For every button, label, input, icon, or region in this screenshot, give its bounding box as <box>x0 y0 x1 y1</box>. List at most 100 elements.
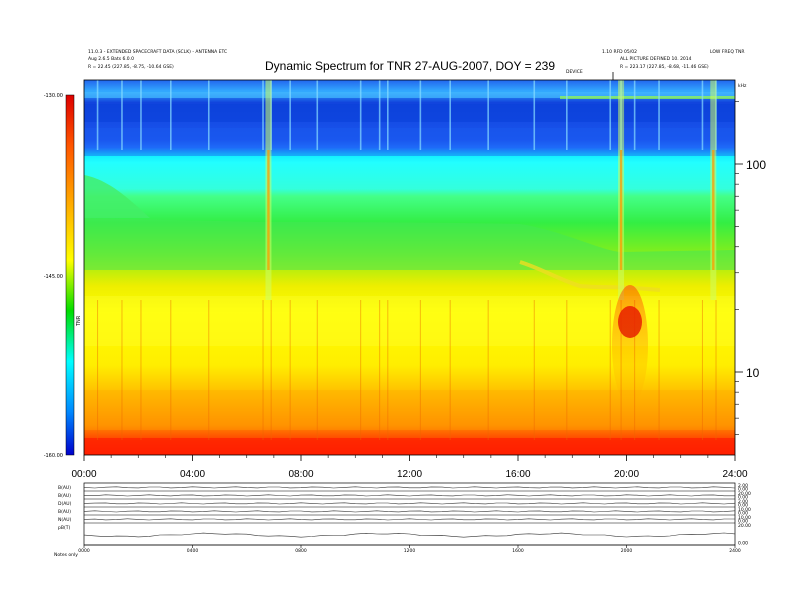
striation-lower <box>533 300 535 440</box>
panel-label: B(AU) <box>58 485 71 491</box>
panel-label: B(AU) <box>58 509 71 515</box>
lower-x-tick-label: 0400 <box>187 548 199 554</box>
header-left-line1: 11.0.3 - EXTENDED SPACECRAFT DATA (SCLK)… <box>88 49 227 55</box>
burst-core <box>267 150 270 270</box>
panel-right-tick: 20.00 <box>738 523 751 529</box>
striation-upper <box>121 80 123 150</box>
x-tick-label: 00:00 <box>71 469 96 480</box>
striation-lower <box>487 300 489 440</box>
panel-stack: B(AU) 2.000.00B(AU) 20.000.00D(AU) 2.000.00… <box>58 483 751 547</box>
storm-halo <box>612 285 648 405</box>
panel-right-tick: 2.00 <box>738 483 748 489</box>
panel-right-tick: 0.00 <box>738 487 748 493</box>
striation-lower <box>701 300 703 440</box>
panel-right-tick: 0.00 <box>738 495 748 501</box>
striation-lower <box>419 300 421 440</box>
panel-trace <box>83 532 736 538</box>
striation-lower <box>270 300 272 440</box>
spectrogram <box>84 80 735 455</box>
x-tick-label: 20:00 <box>614 469 639 480</box>
striation-lower <box>715 300 717 440</box>
header-left-line3: R = 22.45 (227.85, -8.75, -10.64 GSE) <box>88 64 174 70</box>
striation-upper <box>359 80 362 150</box>
panel-right-tick: 0.00 <box>738 511 748 517</box>
x-axis: 00:00 04:00 08:00 12:00 16:00 20:00 24:00 <box>71 455 748 480</box>
striation-lower <box>121 300 123 440</box>
striation-lower <box>97 300 99 440</box>
striation-lower <box>360 300 362 440</box>
page-title: Dynamic Spectrum for TNR 27-AUG-2007, DO… <box>265 59 555 73</box>
event-label: DEVICE <box>566 69 583 75</box>
burst-core <box>712 150 715 270</box>
striation-upper <box>566 80 568 150</box>
striation-upper <box>533 80 536 150</box>
striation-upper <box>140 80 142 150</box>
top-emission-band <box>84 92 735 98</box>
striation-upper <box>262 80 264 150</box>
striation-lower <box>170 300 172 440</box>
early-green-region <box>84 175 150 218</box>
panel-label: N(AU) <box>58 517 71 523</box>
panel-trace <box>83 518 735 521</box>
panel-label: pB(T) <box>58 525 70 531</box>
lower-x-tick-label: 2400 <box>729 548 741 554</box>
x-tick-label: 24:00 <box>722 469 747 480</box>
burst-core <box>619 150 623 270</box>
striation-lower <box>140 300 142 440</box>
header-right-corner: LOW FREQ TNR <box>710 49 745 55</box>
striation-lower <box>387 300 389 440</box>
panel-right-tick: 2.00 <box>738 499 748 505</box>
panel-trace <box>83 510 736 513</box>
lower-x-axis: 0000 0400 0800 1200 1600 2000 2400 <box>78 545 741 554</box>
panel-right-tick: 0.00 <box>738 519 748 525</box>
striation-upper <box>633 80 636 150</box>
striation-upper <box>658 80 660 150</box>
striation-lower <box>658 300 660 440</box>
panel-trace <box>83 494 735 497</box>
header-left-line2: Aug 2.6.5 Bats 6.0.0 <box>88 56 134 62</box>
lower-x-tick-label: 2000 <box>621 548 633 554</box>
striation-upper <box>487 80 489 150</box>
y-minor-ticks <box>735 101 739 435</box>
lower-blue-band <box>84 128 735 156</box>
header-right-line2: ALL PICTURE DEFINED 10. 2014 <box>620 56 692 62</box>
striation-upper <box>419 80 422 150</box>
x-tick-label: 08:00 <box>288 469 313 480</box>
freq-unit-label: kHz <box>738 83 747 89</box>
x-tick-label: 12:00 <box>397 469 422 480</box>
colorbar <box>65 94 75 456</box>
header-right-line3: R = 223.17 (227.85, -8.68, -11.46 GSE) <box>620 64 709 70</box>
striation-lower <box>379 300 381 440</box>
panel-right-tick: 0.00 <box>738 541 748 547</box>
lower-panels: B(AU) 2.000.00B(AU) 20.000.00D(AU) 2.000.00… <box>54 482 751 558</box>
striation-upper <box>289 80 291 150</box>
panel-label: D(AU) <box>58 501 72 507</box>
striation-upper <box>96 80 99 150</box>
upper-blue-band <box>84 104 735 122</box>
panel-trace <box>83 486 736 489</box>
striation-upper <box>378 80 381 150</box>
header-right-line1: 1.10 RFD 05/02 <box>602 49 637 55</box>
striation-upper <box>207 80 210 150</box>
lower-panels-frame <box>83 482 736 546</box>
red-base-band <box>84 438 735 455</box>
striation-lower <box>208 300 210 440</box>
green-boundary-shade <box>84 218 735 270</box>
striation-lower <box>449 300 451 440</box>
striation-upper <box>609 80 612 150</box>
panel-right-tick: 10.00 <box>738 507 751 513</box>
striation-upper <box>387 80 389 150</box>
colorbar-unit: TNR <box>76 315 82 327</box>
striation-lower <box>316 300 318 440</box>
panel-right-tick: 10.00 <box>738 515 751 521</box>
colorbar-tick-top: -130.00 <box>44 93 63 99</box>
colorbar-tick-bottom: -160.00 <box>44 453 63 459</box>
lower-x-tick-label: 1200 <box>404 548 416 554</box>
striation-upper <box>316 80 319 150</box>
striation-upper <box>170 80 172 150</box>
burst-events <box>265 80 717 300</box>
y-tick-label-10: 10 <box>746 366 760 380</box>
lower-x-tick-label: 1600 <box>512 548 524 554</box>
colorbar-tick-mid: -145.00 <box>44 274 63 280</box>
x-tick-label: 16:00 <box>505 469 530 480</box>
